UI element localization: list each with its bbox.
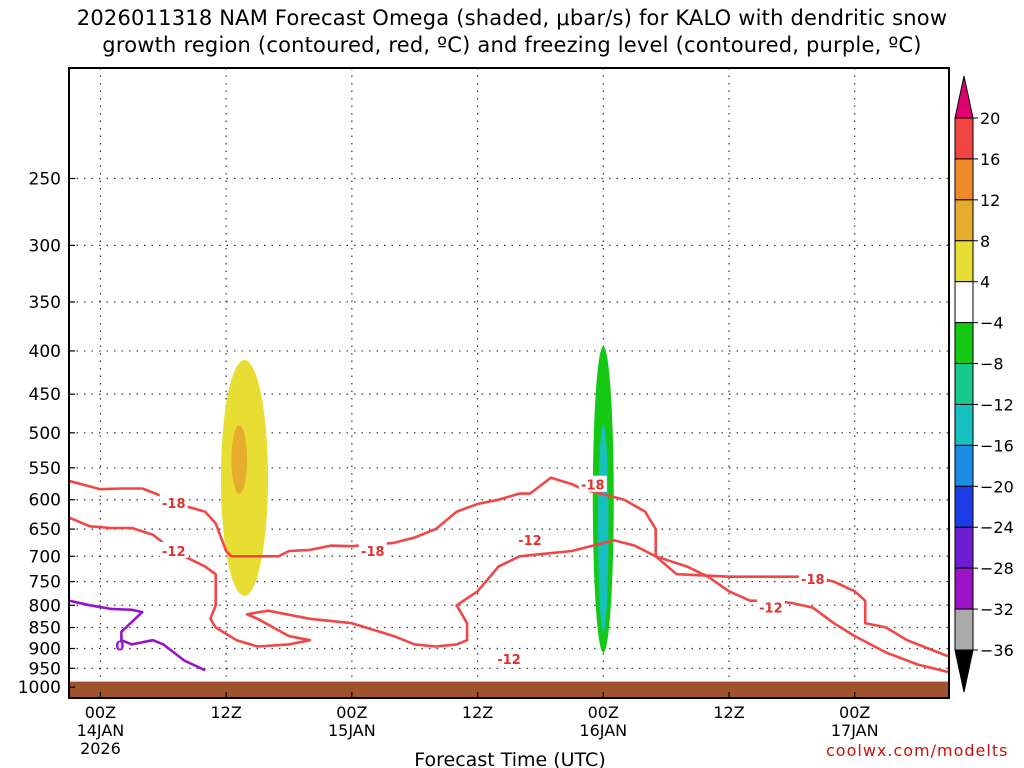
contour-label-bg-4	[578, 475, 607, 492]
y-tick-label-500: 500	[29, 424, 61, 444]
colorbar-segment-8	[954, 444, 974, 487]
y-tick-label-450: 450	[29, 385, 61, 405]
colorbar-segment-12	[954, 608, 974, 651]
y-tick-label-350: 350	[29, 293, 61, 313]
axes-layer: 2503003504004505005506006507007508008509…	[18, 169, 879, 758]
colorbar-label-5: −4	[980, 314, 1004, 333]
x-tick-label-0-2: 2026	[80, 739, 121, 758]
colorbar-segment-6	[954, 363, 974, 405]
colorbar: 20 16 12 8 4 −4 −8 −12 −16 −20 −24 −28 −32 −36	[954, 75, 1014, 693]
x-tick-label-5-0: 12Z	[713, 703, 744, 722]
y-tick-label-750: 750	[29, 573, 61, 593]
dgz-contour-1--12	[69, 516, 949, 674]
colorbar-label-13: −36	[980, 641, 1014, 660]
y-tick-label-1000: 1000	[18, 678, 61, 698]
contour-label-4: -18	[581, 479, 605, 494]
x-axis-label: Forecast Time (UTC)	[414, 749, 605, 768]
dgz-contour-0--18	[69, 476, 949, 658]
plot-frame	[68, 67, 950, 699]
y-tick-label-400: 400	[29, 342, 61, 362]
colorbar-segment-10	[954, 526, 974, 569]
omega-shading-layer	[220, 346, 614, 653]
contour-layer	[69, 476, 949, 674]
chart-title-line2: growth region (contoured, red, ºC) and f…	[102, 33, 922, 57]
colorbar-label-1: 16	[980, 150, 1000, 169]
colorbar-label-8: −16	[980, 436, 1014, 455]
y-tick-label-800: 800	[29, 596, 61, 616]
contour-label-5: -12	[759, 602, 783, 617]
colorbar-label-0: 20	[980, 109, 1000, 128]
colorbar-top-arrow	[954, 75, 974, 119]
y-tick-label-850: 850	[29, 619, 61, 639]
freezing-level-contour-0-0	[69, 599, 206, 672]
y-tick-label-250: 250	[29, 169, 61, 189]
y-tick-label-700: 700	[29, 547, 61, 567]
colorbar-segment-4	[954, 281, 974, 324]
contour-label-bg-0	[159, 493, 188, 510]
x-tick-label-4-0: 00Z	[588, 703, 619, 722]
contour-label-bg-3	[515, 531, 544, 548]
contour-label-3: -12	[518, 534, 542, 549]
x-tick-label-6-0: 00Z	[839, 703, 870, 722]
omega-shade-cyan-core-00z16	[598, 425, 609, 632]
terrain-band	[69, 681, 949, 698]
colorbar-segment-2	[954, 199, 974, 242]
x-tick-label-1-0: 12Z	[210, 703, 241, 722]
colorbar-label-3: 8	[980, 232, 990, 251]
colorbar-label-9: −20	[980, 477, 1014, 496]
colorbar-segment-5	[954, 322, 974, 365]
contour-label-0: -18	[162, 497, 186, 512]
contour-label-bg-2	[358, 542, 387, 559]
chart-title-line1: 2026011318 NAM Forecast Omega (shaded, μ…	[76, 6, 948, 30]
colorbar-label-12: −32	[980, 600, 1014, 619]
contour-label-bg-6	[798, 570, 827, 587]
contour-label-2: -18	[361, 545, 385, 560]
y-tick-label-550: 550	[29, 459, 61, 479]
y-tick-label-950: 950	[29, 659, 61, 679]
colorbar-label-6: −8	[980, 355, 1004, 374]
colorbar-segment-0	[954, 117, 974, 160]
contour-label-7: -12	[497, 653, 521, 668]
contour-label-bg-1	[159, 542, 188, 559]
contour-label-layer: -18 -12 -18 -12 -18 -12 -18 -12 0	[115, 475, 827, 668]
x-tick-label-6-1: 17JAN	[831, 721, 879, 740]
y-tick-label-300: 300	[29, 236, 61, 256]
colorbar-segment-1	[954, 158, 974, 201]
watermark-text: coolwx.com/modelts	[826, 741, 1009, 760]
x-tick-label-4-1: 16JAN	[579, 721, 627, 740]
colorbar-segment-3	[954, 240, 974, 283]
contour-label-6: -18	[801, 573, 825, 588]
grid-layer	[69, 68, 949, 698]
colorbar-segment-9	[954, 485, 974, 528]
colorbar-segment-11	[954, 567, 974, 610]
colorbar-label-11: −28	[980, 559, 1014, 578]
colorbar-label-10: −24	[980, 518, 1014, 537]
colorbar-label-4: 4	[980, 273, 990, 292]
colorbar-label-2: 12	[980, 191, 1000, 210]
contour-label-bg-5	[756, 598, 785, 615]
y-tick-label-600: 600	[29, 491, 61, 511]
omega-shade-orange-core-12z14	[231, 425, 248, 494]
contour-label-bg-7	[495, 649, 523, 666]
x-tick-label-0-1: 14JAN	[77, 721, 125, 740]
colorbar-bottom-arrow	[954, 649, 974, 693]
x-tick-label-2-1: 15JAN	[328, 721, 376, 740]
freezing-label-0: 0	[115, 639, 124, 654]
x-tick-label-0-0: 00Z	[85, 703, 116, 722]
contour-label-1: -12	[162, 545, 186, 560]
colorbar-segment-7	[954, 403, 974, 446]
x-tick-label-3-0: 12Z	[462, 703, 493, 722]
terrain-layer	[69, 681, 949, 698]
x-tick-label-2-0: 00Z	[336, 703, 367, 722]
y-tick-label-650: 650	[29, 520, 61, 540]
y-tick-label-900: 900	[29, 639, 61, 659]
colorbar-label-7: −12	[980, 395, 1014, 414]
